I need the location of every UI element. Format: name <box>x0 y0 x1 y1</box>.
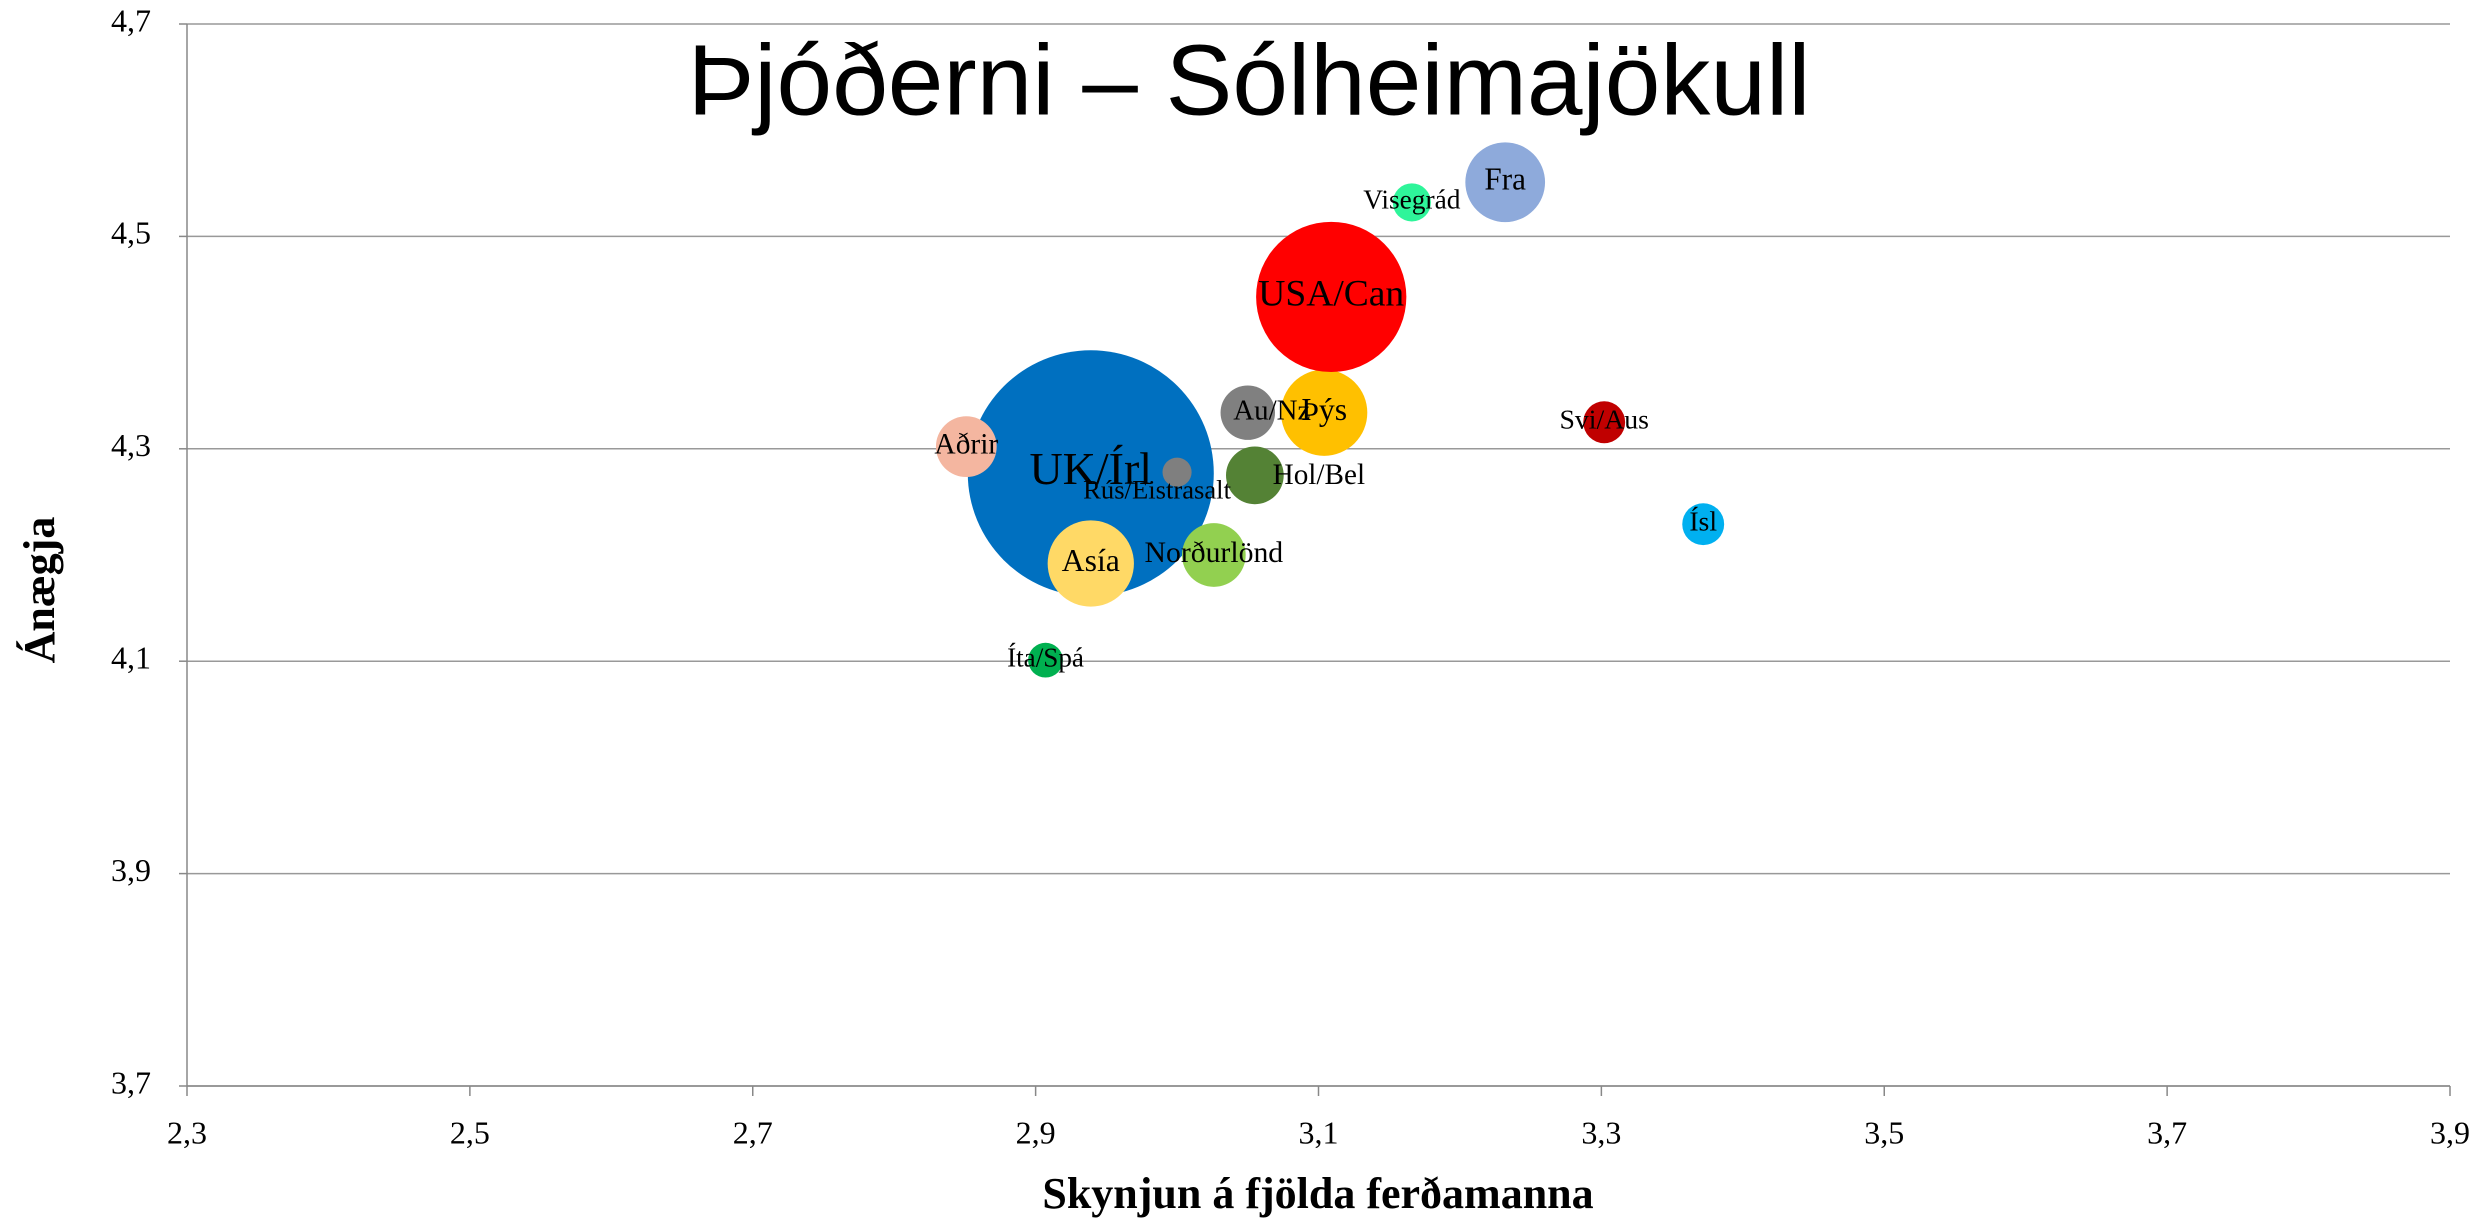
x-tick-label: 2,3 <box>167 1114 207 1150</box>
bubble-label: Rús/Eistrasalt <box>1083 474 1231 504</box>
bubble <box>1028 642 1063 678</box>
x-tick-label: 2,9 <box>1016 1114 1056 1150</box>
chart-title: Þjóðerni – Sólheimajökull <box>688 24 1811 136</box>
x-tick-label: 3,7 <box>2147 1114 2187 1150</box>
y-tick-label: 3,7 <box>111 1064 151 1100</box>
bubble <box>1181 523 1246 587</box>
bubble-label: Þýs <box>1301 392 1347 427</box>
bubble <box>1281 369 1368 456</box>
bubble <box>1256 221 1407 373</box>
bubble <box>1465 142 1546 223</box>
bubble-label: Íta/Spá <box>1007 642 1084 672</box>
bubble <box>1392 183 1431 222</box>
bubble-label: Ísl <box>1689 507 1717 538</box>
bubble <box>1226 446 1284 505</box>
bubble-label: Svi/Aus <box>1559 405 1649 436</box>
bubble <box>1162 457 1192 487</box>
bubble-label: Au/Nz <box>1233 394 1310 426</box>
bubble-label: Hol/Bel <box>1273 459 1365 491</box>
bubble <box>967 350 1214 597</box>
bubble-label: UK/Írl <box>1029 443 1152 494</box>
bubble-label: Asía <box>1062 543 1120 578</box>
y-tick-label: 4,7 <box>111 2 151 38</box>
x-tick-label: 3,9 <box>2430 1114 2470 1150</box>
y-axis-label: Ánægja <box>15 517 64 664</box>
bubble-label: Fra <box>1484 161 1526 196</box>
x-tick-label: 2,5 <box>450 1114 490 1150</box>
bubble <box>1682 503 1725 546</box>
bubble-label: Aðrir <box>934 428 998 460</box>
x-tick-label: 3,5 <box>1864 1114 1904 1150</box>
y-tick-label: 4,1 <box>111 640 151 676</box>
x-tick-label: 2,7 <box>733 1114 773 1150</box>
y-tick-label: 4,3 <box>111 427 151 463</box>
bubble <box>935 416 997 478</box>
y-tick-label: 3,9 <box>111 852 151 888</box>
x-tick-label: 3,3 <box>1581 1114 1621 1150</box>
bubble-label: USA/Can <box>1258 274 1404 315</box>
bubble <box>1220 385 1276 440</box>
x-axis-label: Skynjun á fjölda ferðamanna <box>1042 1169 1593 1218</box>
bubble-label: Visegrád <box>1363 185 1461 215</box>
x-tick-label: 3,1 <box>1299 1114 1339 1150</box>
bubble <box>1047 520 1134 607</box>
bubble <box>1583 401 1626 444</box>
bubble-label: Norðurlönd <box>1145 537 1284 569</box>
y-tick-label: 4,5 <box>111 215 151 251</box>
